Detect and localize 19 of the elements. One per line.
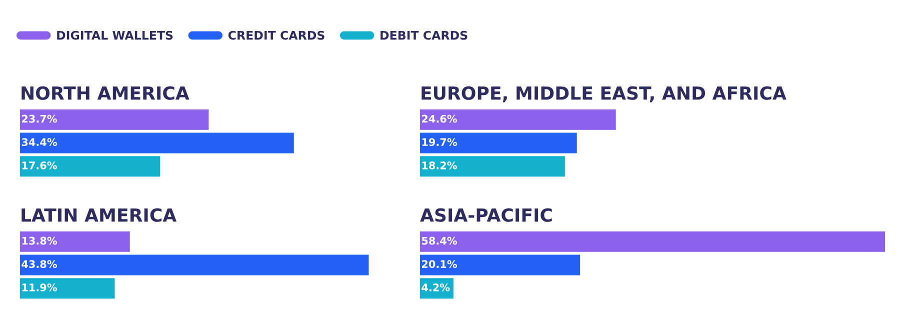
legend-label: CREDIT CARDS — [228, 30, 324, 40]
legend-label: DEBIT CARDS — [380, 30, 468, 40]
data-label: 34.4% — [22, 138, 57, 146]
data-label: 13.8% — [22, 236, 57, 245]
data-label: 18.2% — [422, 161, 457, 170]
data-label: 19.7% — [422, 138, 457, 146]
data-label: 4.2% — [422, 283, 450, 292]
data-label: 23.7% — [22, 114, 57, 123]
chart-title: LATIN AMERICA — [22, 208, 177, 222]
data-label: 17.6% — [22, 161, 57, 170]
chart-title: EUROPE, MIDDLE EAST, AND AFRICA — [422, 86, 786, 102]
chart-title: ASIA-PACIFIC — [420, 208, 552, 222]
data-label: 58.4% — [422, 236, 457, 245]
data-label: 24.6% — [422, 114, 457, 123]
chart-title: NORTH AMERICA — [22, 86, 190, 100]
data-label: 11.9% — [22, 283, 57, 292]
legend-label: DIGITAL WALLETS — [57, 30, 173, 40]
data-label: 43.8% — [22, 260, 57, 268]
data-label: 20.1% — [422, 260, 457, 268]
